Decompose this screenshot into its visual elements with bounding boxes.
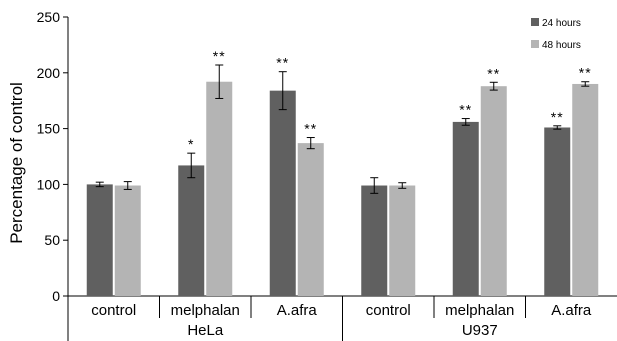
x-tick-label: control: [366, 302, 411, 319]
legend-swatch: [531, 18, 539, 26]
bar: [389, 185, 416, 296]
legend-swatch: [531, 40, 539, 48]
significance-label: **: [213, 48, 226, 64]
bar: [572, 83, 599, 297]
bar: [178, 165, 205, 296]
x-tick-label: A.afra: [277, 302, 318, 319]
x-tick-label: control: [91, 302, 136, 319]
bar: [480, 86, 507, 296]
bar: [361, 185, 388, 296]
bar: [206, 81, 233, 296]
bar: [114, 185, 141, 296]
group-label: HeLa: [187, 322, 224, 339]
legend-label: 24 hours: [542, 18, 581, 29]
bar: [544, 127, 571, 296]
significance-label: **: [304, 121, 317, 137]
bar: [297, 143, 324, 296]
x-tick-label: melphalan: [171, 302, 240, 319]
significance-label: **: [459, 102, 472, 118]
y-tick-label: 250: [37, 9, 61, 25]
x-tick-label: melphalan: [445, 302, 514, 319]
significance-label: **: [579, 65, 592, 81]
y-tick-label: 200: [37, 65, 61, 81]
bar: [269, 90, 296, 296]
x-tick-label: A.afra: [551, 302, 592, 319]
y-tick-label: 150: [37, 121, 61, 137]
significance-label: *: [188, 136, 194, 152]
significance-label: **: [276, 55, 289, 71]
legend-label: 48 hours: [542, 40, 581, 51]
bar: [452, 121, 479, 297]
y-tick-label: 0: [52, 288, 60, 304]
significance-label: **: [487, 65, 500, 81]
y-axis-label: Percentage of control: [7, 82, 26, 244]
bar: [86, 184, 113, 296]
y-tick-label: 50: [44, 232, 60, 248]
group-label: U937: [462, 322, 498, 339]
y-tick-label: 100: [37, 176, 61, 192]
significance-label: **: [551, 109, 564, 125]
